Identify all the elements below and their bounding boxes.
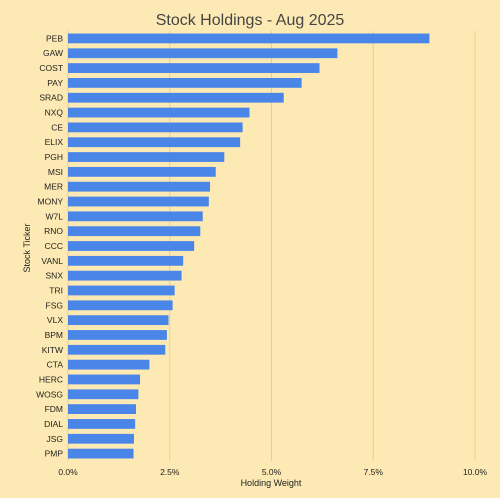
bar-elix bbox=[68, 137, 241, 148]
bar-w7l bbox=[68, 211, 203, 222]
x-tick-label: 5.0% bbox=[262, 467, 282, 477]
bar-fdm bbox=[68, 404, 136, 414]
bar-vlx bbox=[68, 315, 169, 326]
y-tick-label-nxq: NXQ bbox=[45, 108, 64, 118]
bar-kitw bbox=[68, 344, 166, 355]
bar-snx bbox=[68, 270, 182, 281]
x-tick-labels: 0.0% 2.5% 5.0% 7.5% 10.0% bbox=[58, 467, 487, 477]
y-tick-label-vanl: VANL bbox=[41, 256, 63, 266]
bar-cta bbox=[68, 359, 150, 370]
bar-vanl bbox=[68, 255, 184, 266]
y-tick-label-cta: CTA bbox=[47, 360, 64, 370]
y-tick-labels: PEB GAW COST PAY SRAD NXQ CE ELIX PGH MSI MER MONY W… bbox=[36, 33, 63, 458]
bar-bpm bbox=[68, 330, 167, 340]
bar-srad bbox=[68, 92, 284, 103]
y-tick-label-cost: COST bbox=[39, 63, 63, 73]
y-tick-label-ccc: CCC bbox=[45, 241, 63, 251]
bar-tri bbox=[68, 285, 175, 296]
y-tick-label-mer: MER bbox=[44, 182, 63, 192]
y-tick-label-pgh: PGH bbox=[45, 152, 63, 162]
bar-dial bbox=[68, 419, 136, 429]
y-tick-label-tri: TRI bbox=[49, 285, 63, 295]
y-tick-label-snx: SNX bbox=[46, 271, 64, 281]
bar-mer bbox=[68, 181, 211, 192]
y-tick-label-pay: PAY bbox=[47, 78, 63, 88]
y-tick-label-jsg: JSG bbox=[46, 434, 63, 444]
y-tick-label-herc: HERC bbox=[39, 374, 63, 384]
y-tick-label-w7l: W7L bbox=[46, 211, 64, 221]
bar-msi bbox=[68, 166, 216, 177]
bar-pay bbox=[68, 78, 302, 88]
bars bbox=[68, 33, 430, 459]
x-axis-label: Holding Weight bbox=[241, 478, 302, 488]
bar-wosg bbox=[68, 389, 139, 400]
y-tick-label-peb: PEB bbox=[46, 33, 63, 43]
y-tick-label-fsg: FSG bbox=[46, 300, 63, 310]
y-axis-label: Stock Ticker bbox=[22, 223, 32, 272]
chart-title: Stock Holdings - Aug 2025 bbox=[156, 12, 345, 29]
y-tick-label-pmp: PMP bbox=[45, 449, 64, 459]
bar-fsg bbox=[68, 300, 173, 311]
bar-jsg bbox=[68, 433, 134, 444]
y-tick-label-fdm: FDM bbox=[45, 404, 63, 414]
bar-rno bbox=[68, 226, 201, 237]
x-tick-label: 10.0% bbox=[463, 467, 488, 477]
y-tick-label-gaw: GAW bbox=[43, 48, 63, 58]
y-tick-label-msi: MSI bbox=[48, 167, 63, 177]
y-tick-label-elix: ELIX bbox=[45, 137, 64, 147]
x-tick-label: 7.5% bbox=[364, 467, 384, 477]
bar-pgh bbox=[68, 152, 225, 162]
y-tick-label-ce: CE bbox=[51, 122, 63, 132]
bar-ccc bbox=[68, 241, 195, 251]
bar-nxq bbox=[68, 107, 250, 118]
x-tick-label: 0.0% bbox=[58, 467, 78, 477]
y-tick-label-wosg: WOSG bbox=[36, 389, 63, 399]
bar-herc bbox=[68, 374, 141, 385]
y-tick-label-dial: DIAL bbox=[44, 419, 63, 429]
y-tick-label-mony: MONY bbox=[38, 197, 64, 207]
y-tick-label-kitw: KITW bbox=[42, 345, 63, 355]
bar-cost bbox=[68, 63, 320, 73]
y-tick-label-srad: SRAD bbox=[39, 93, 63, 103]
x-tick-label: 2.5% bbox=[160, 467, 180, 477]
bar-mony bbox=[68, 196, 209, 207]
bar-peb bbox=[68, 33, 430, 44]
bar-gaw bbox=[68, 48, 338, 59]
y-tick-label-rno: RNO bbox=[44, 226, 63, 236]
y-tick-label-bpm: BPM bbox=[45, 330, 63, 340]
bar-ce bbox=[68, 122, 243, 133]
gridlines bbox=[67, 31, 476, 461]
y-tick-label-vlx: VLX bbox=[47, 315, 63, 325]
bar-pmp bbox=[68, 448, 134, 459]
